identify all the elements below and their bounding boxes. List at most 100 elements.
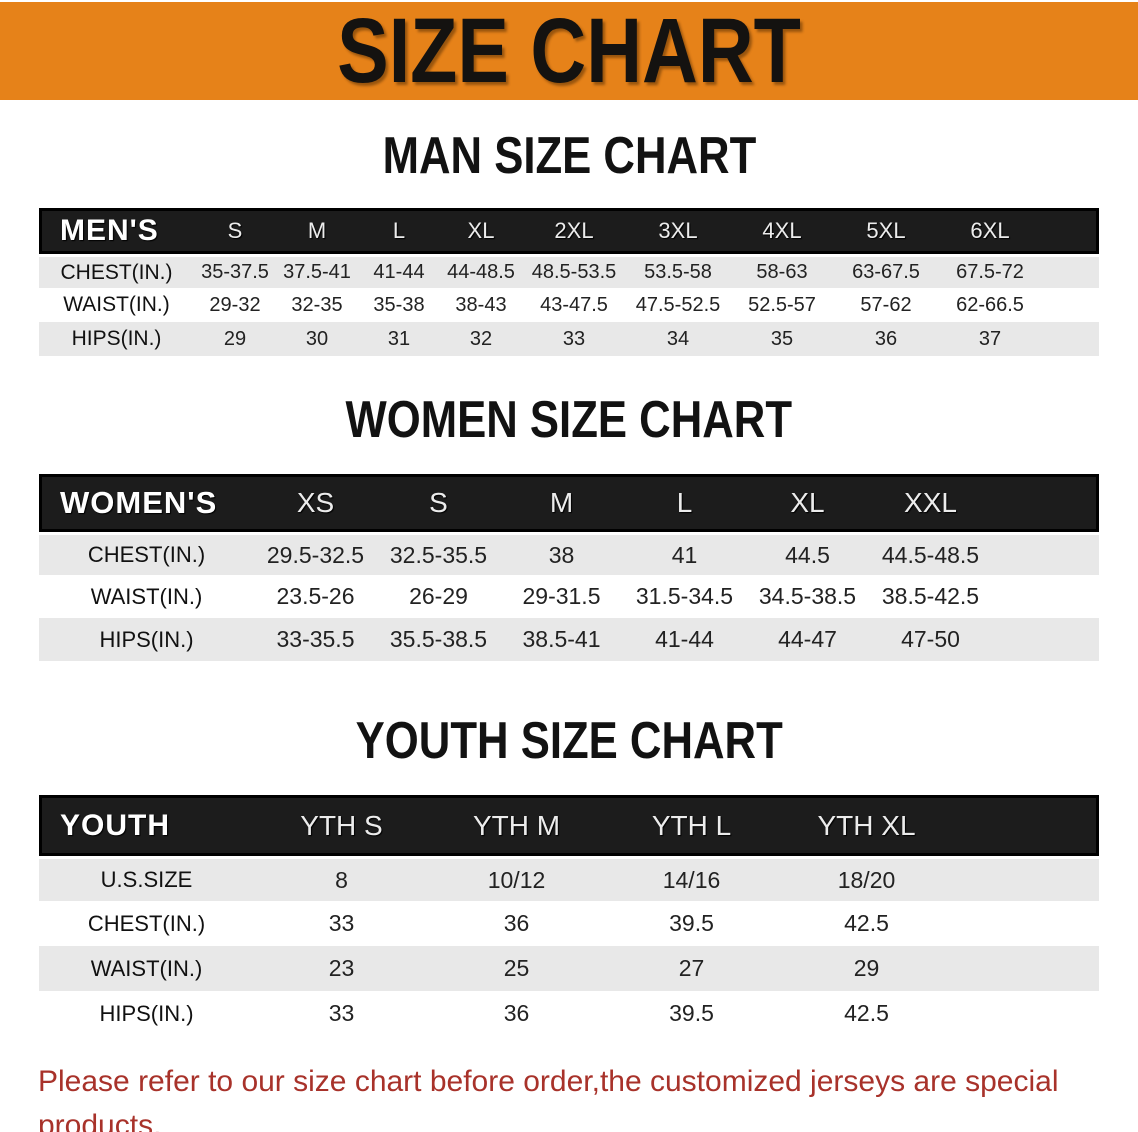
size-column-header: YTH XL <box>779 795 954 856</box>
size-column-header: 4XL <box>730 208 834 254</box>
row-label: WAIST(IN.) <box>39 946 254 991</box>
table-row: HIPS(IN.) 33 36 39.5 42.5 <box>39 991 1099 1036</box>
table-row: WAIST(IN.) 29-32 32-35 35-38 38-43 43-47.5 47.… <box>39 288 1099 322</box>
value-cell: 33 <box>522 322 626 356</box>
header-filler-cell <box>1042 208 1099 254</box>
value-cell: 53.5-58 <box>626 254 730 288</box>
value-cell: 39.5 <box>604 901 779 946</box>
value-cell: 41 <box>623 532 746 575</box>
women-size-table: WOMEN'S XS S M L XL XXL CHEST(IN.) 29.5-32.5 32.5… <box>39 474 1099 661</box>
men-size-table: MEN'S S M L XL 2XL 3XL 4XL 5XL 6XL CHEST(IN.) 35-37… <box>39 208 1099 356</box>
size-column-header: 2XL <box>522 208 626 254</box>
value-cell: 36 <box>834 322 938 356</box>
size-column-header: 5XL <box>834 208 938 254</box>
table-header-row: WOMEN'S XS S M L XL XXL <box>39 474 1099 532</box>
table-corner-label: MEN'S <box>39 208 194 254</box>
value-cell: 42.5 <box>779 901 954 946</box>
value-cell: 29.5-32.5 <box>254 532 377 575</box>
value-cell: 44.5 <box>746 532 869 575</box>
header-filler-cell <box>992 474 1099 532</box>
value-cell: 35.5-38.5 <box>377 618 500 661</box>
value-cell: 31.5-34.5 <box>623 575 746 618</box>
row-label: WAIST(IN.) <box>39 288 194 322</box>
table-row: HIPS(IN.) 33-35.5 35.5-38.5 38.5-41 41-44 44-… <box>39 618 1099 661</box>
value-cell: 32 <box>440 322 522 356</box>
note-line-1: Please refer to our size chart before or… <box>38 1065 1059 1132</box>
row-label: HIPS(IN.) <box>39 322 194 356</box>
table-row: CHEST(IN.) 35-37.5 37.5-41 41-44 44-48.5 48.5… <box>39 254 1099 288</box>
table-corner-label: WOMEN'S <box>39 474 254 532</box>
value-cell: 23.5-26 <box>254 575 377 618</box>
value-cell: 29 <box>779 946 954 991</box>
value-cell: 38 <box>500 532 623 575</box>
value-cell: 35-37.5 <box>194 254 276 288</box>
value-cell: 8 <box>254 856 429 901</box>
value-cell: 33 <box>254 901 429 946</box>
size-column-header: M <box>500 474 623 532</box>
size-column-header: XL <box>440 208 522 254</box>
value-cell: 36 <box>429 901 604 946</box>
row-label: HIPS(IN.) <box>39 618 254 661</box>
row-filler-cell <box>992 618 1099 661</box>
row-label: WAIST(IN.) <box>39 575 254 618</box>
size-column-header: S <box>377 474 500 532</box>
value-cell: 39.5 <box>604 991 779 1036</box>
value-cell: 32.5-35.5 <box>377 532 500 575</box>
value-cell: 34.5-38.5 <box>746 575 869 618</box>
order-disclaimer-note: Please refer to our size chart before or… <box>38 1060 1100 1132</box>
size-column-header: YTH S <box>254 795 429 856</box>
size-column-header: L <box>358 208 440 254</box>
value-cell: 38.5-41 <box>500 618 623 661</box>
value-cell: 33-35.5 <box>254 618 377 661</box>
size-column-header: L <box>623 474 746 532</box>
row-label: U.S.SIZE <box>39 856 254 901</box>
table-header-row: MEN'S S M L XL 2XL 3XL 4XL 5XL 6XL <box>39 208 1099 254</box>
value-cell: 10/12 <box>429 856 604 901</box>
size-chart-banner: SIZE CHART <box>0 2 1138 100</box>
value-cell: 31 <box>358 322 440 356</box>
value-cell: 47.5-52.5 <box>626 288 730 322</box>
table-header-row: YOUTH YTH S YTH M YTH L YTH XL <box>39 795 1099 856</box>
value-cell: 37 <box>938 322 1042 356</box>
value-cell: 44-48.5 <box>440 254 522 288</box>
value-cell: 58-63 <box>730 254 834 288</box>
row-label: CHEST(IN.) <box>39 901 254 946</box>
youth-section-heading: YOUTH SIZE CHART <box>0 715 1138 767</box>
value-cell: 44.5-48.5 <box>869 532 992 575</box>
value-cell: 34 <box>626 322 730 356</box>
youth-section: YOUTH SIZE CHART YOUTH YTH S YTH M YTH L YTH… <box>0 715 1138 1036</box>
row-filler-cell <box>954 856 1099 901</box>
header-filler-cell <box>954 795 1099 856</box>
row-filler-cell <box>1042 322 1099 356</box>
row-label: HIPS(IN.) <box>39 991 254 1036</box>
table-row: HIPS(IN.) 29 30 31 32 33 34 35 36 37 <box>39 322 1099 356</box>
value-cell: 33 <box>254 991 429 1036</box>
row-filler-cell <box>954 901 1099 946</box>
value-cell: 67.5-72 <box>938 254 1042 288</box>
value-cell: 44-47 <box>746 618 869 661</box>
size-column-header: YTH M <box>429 795 604 856</box>
size-column-header: 3XL <box>626 208 730 254</box>
men-section: MAN SIZE CHART MEN'S S M L XL 2XL 3XL 4XL 5XL 6XL… <box>0 130 1138 356</box>
table-row: CHEST(IN.) 33 36 39.5 42.5 <box>39 901 1099 946</box>
men-heading-text: MAN SIZE CHART <box>382 127 756 185</box>
value-cell: 63-67.5 <box>834 254 938 288</box>
row-filler-cell <box>992 532 1099 575</box>
value-cell: 37.5-41 <box>276 254 358 288</box>
women-heading-text: WOMEN SIZE CHART <box>345 391 793 449</box>
value-cell: 26-29 <box>377 575 500 618</box>
size-column-header: XL <box>746 474 869 532</box>
page-title: SIZE CHART <box>293 5 845 97</box>
row-filler-cell <box>992 575 1099 618</box>
youth-size-table: YOUTH YTH S YTH M YTH L YTH XL U.S.SIZE 8 10/12… <box>39 795 1099 1036</box>
value-cell: 29-32 <box>194 288 276 322</box>
row-filler-cell <box>954 991 1099 1036</box>
size-column-header: XXL <box>869 474 992 532</box>
value-cell: 25 <box>429 946 604 991</box>
row-filler-cell <box>1042 288 1099 322</box>
youth-heading-text: YOUTH SIZE CHART <box>355 712 783 770</box>
value-cell: 57-62 <box>834 288 938 322</box>
table-row: WAIST(IN.) 23 25 27 29 <box>39 946 1099 991</box>
value-cell: 27 <box>604 946 779 991</box>
value-cell: 18/20 <box>779 856 954 901</box>
